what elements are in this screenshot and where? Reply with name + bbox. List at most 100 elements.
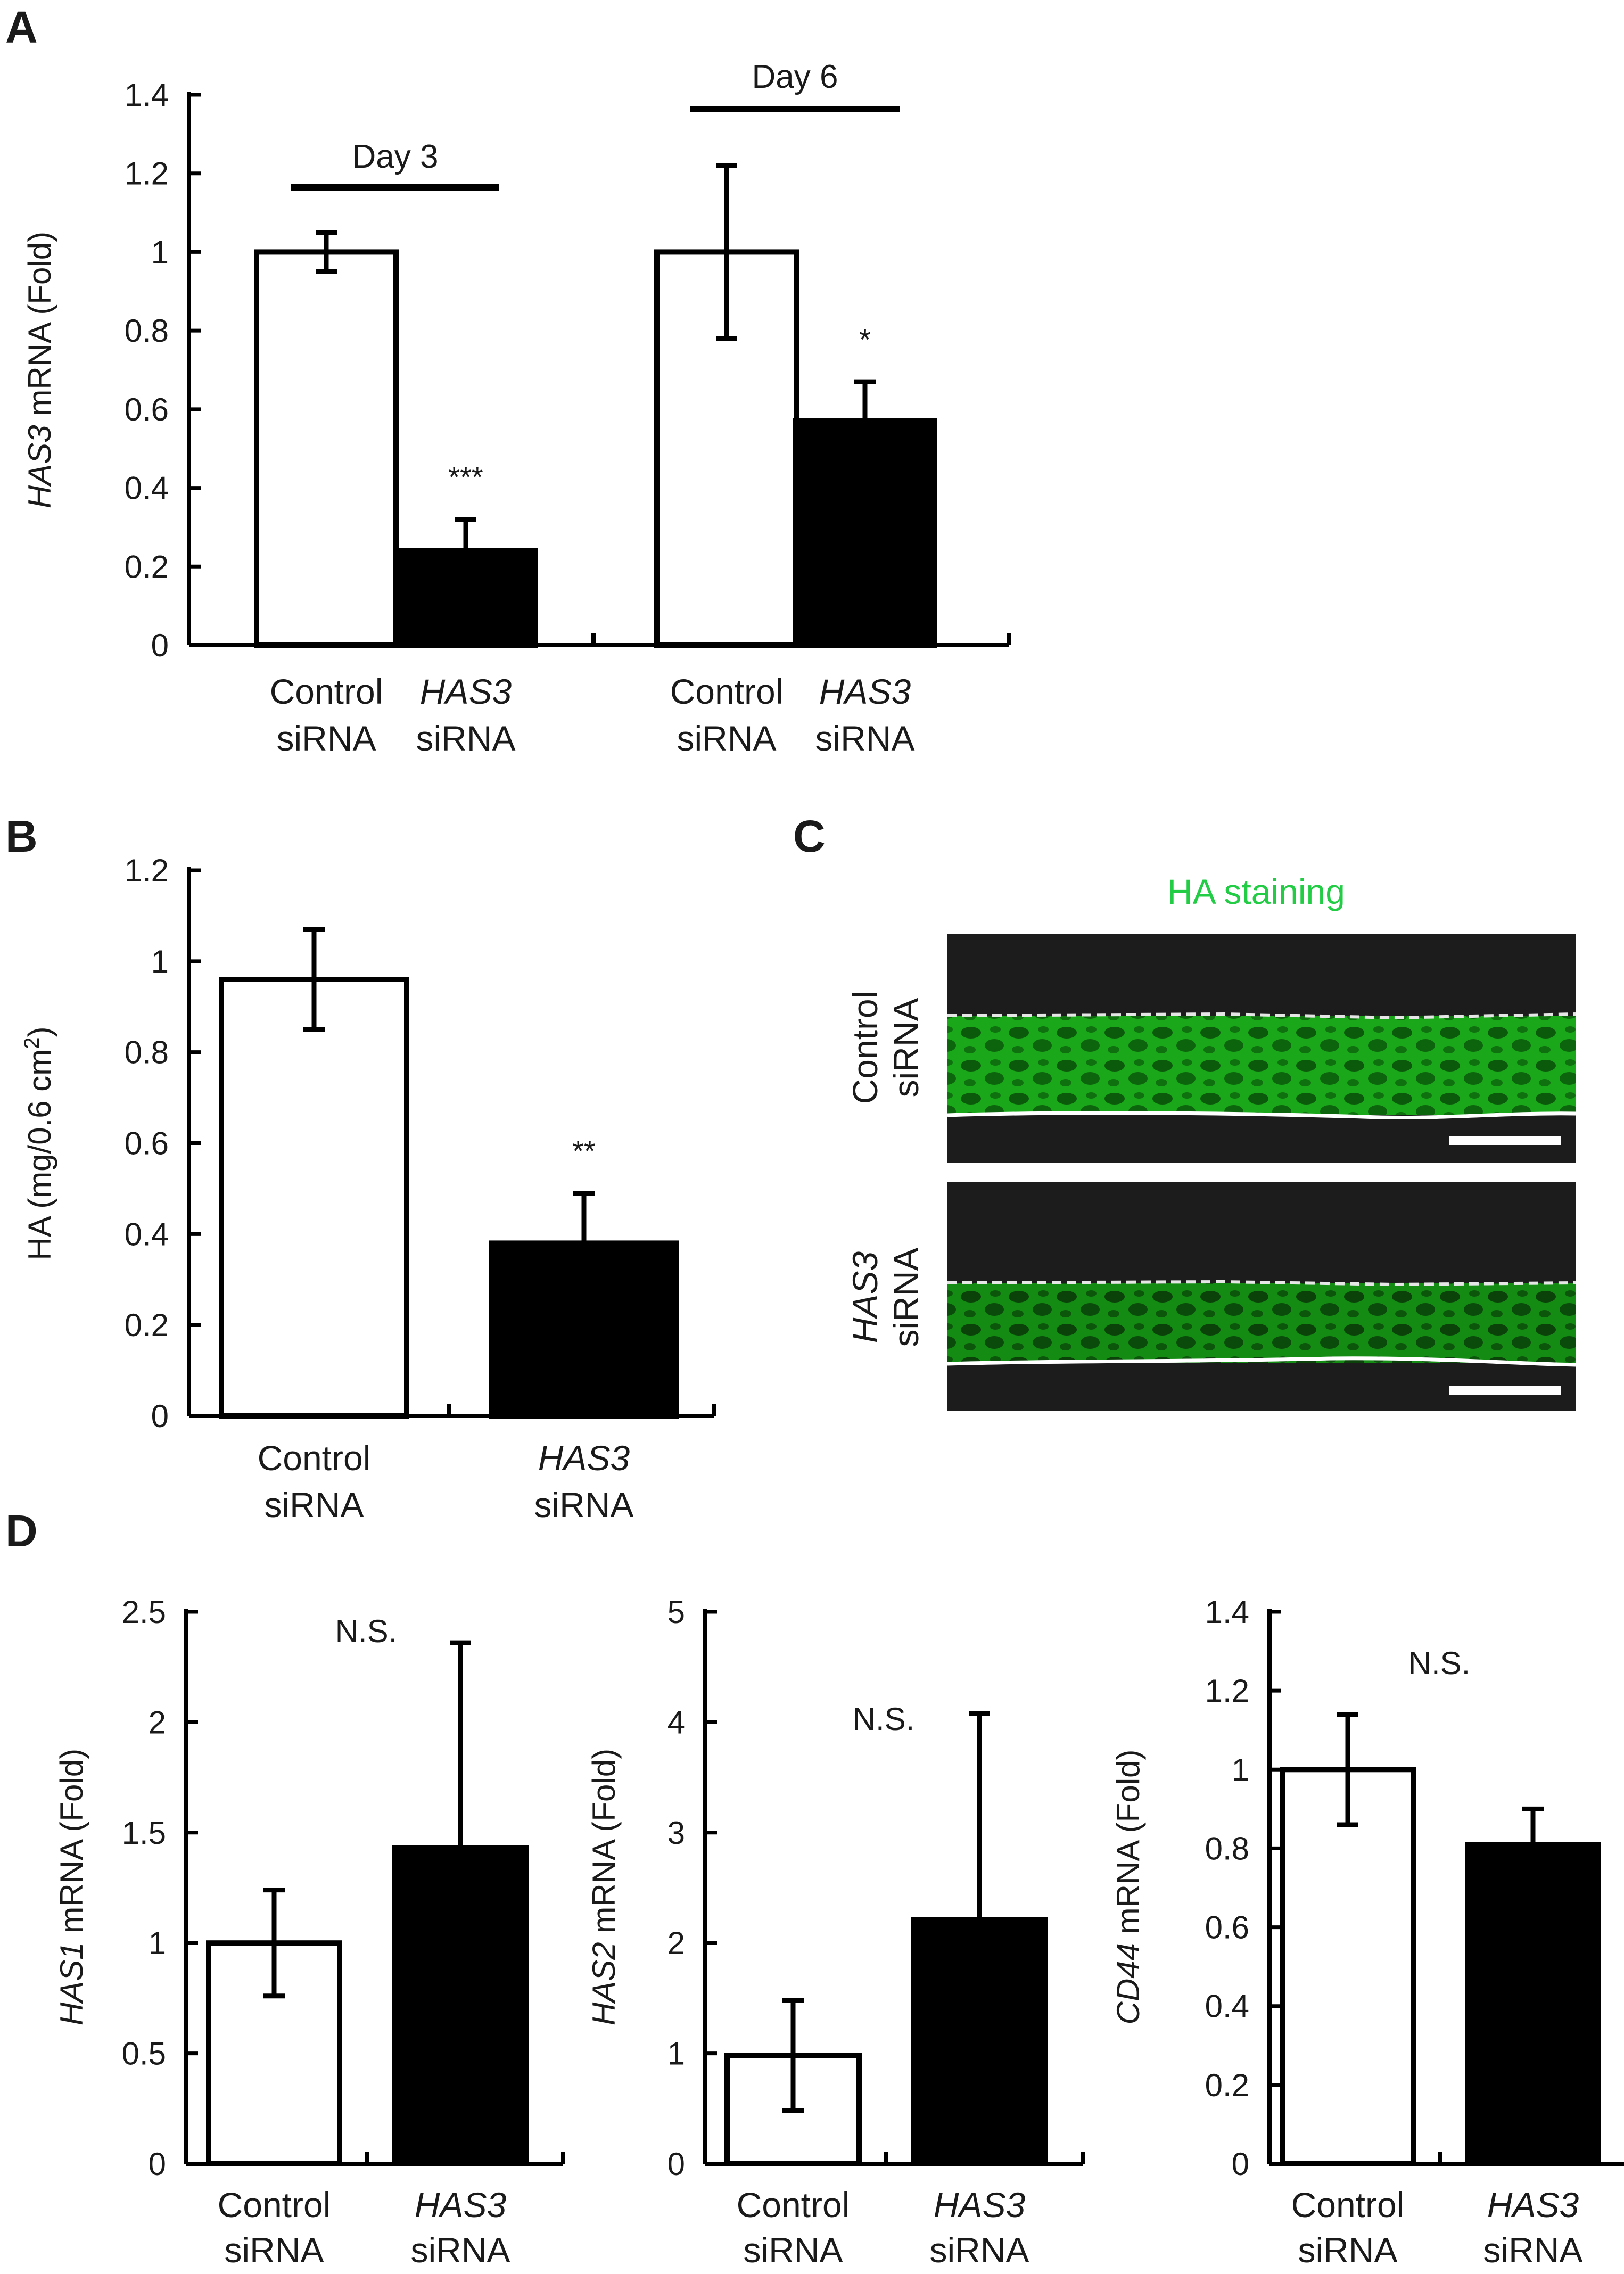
category-label: Control [1291,2185,1405,2224]
category-label: Control [670,672,784,711]
bar-control [254,249,399,648]
row-label-control-sirna: siRNA [886,998,926,1097]
significance-note: N.S. [1408,1645,1471,1681]
bar-has3 [1465,1842,1601,2167]
y-tick-label: 0 [151,628,169,663]
chart-ha-content: 0 0.2 0.4 0.6 0.8 1 1.2 HA (mg/0.6 cm2) Control s… [20,853,716,1525]
epidermis-layer [947,1283,1576,1363]
bar-has3 [793,418,937,648]
y-axis-title: HAS1 mRNA (Fold) [54,1749,89,2025]
row-label-has3-sirna: siRNA [886,1247,926,1347]
category-label: siRNA [264,1485,364,1525]
y-tick-label: 4 [667,1704,685,1740]
surface-line-dashed [947,1012,1576,1020]
y-tick-label: 1 [151,234,169,270]
category-label: HAS3 [934,2185,1026,2224]
surface-line-dashed [947,1280,1576,1287]
y-tick-label: 1.2 [125,853,169,888]
y-tick-label: 0.6 [125,1126,169,1161]
category-label: Control [270,672,383,711]
y-tick-label: 1 [667,2036,685,2072]
y-tick-label: 2.5 [122,1594,166,1630]
category-label: HAS3 [1487,2185,1579,2224]
category-label: siRNA [929,2230,1029,2270]
group-label: Day 3 [352,138,439,175]
y-tick-label: 2 [667,1925,685,1961]
y-tick-label: 1 [149,1925,166,1961]
y-tick-label: 0.8 [125,1035,169,1070]
y-tick-label: 0.2 [125,549,169,584]
category-label: HAS3 [538,1438,630,1478]
staining-panel: HA staining Cont [845,872,1576,1411]
y-tick-label: 0.2 [125,1307,169,1343]
y-tick-label: 0.2 [1205,2067,1249,2103]
significance-marker: *** [448,460,483,494]
panel-letter-b: B [5,811,38,861]
y-tick-label: 0.8 [1205,1831,1249,1866]
bar-has3 [392,1845,529,2166]
panel-letter-c: C [793,811,826,861]
staining-image-has3 [947,1182,1576,1411]
significance-marker: * [859,323,871,356]
y-tick-label: 1.2 [125,156,169,192]
y-tick-label: 5 [667,1594,685,1630]
bar-control [219,977,409,1419]
staining-image-control [947,934,1576,1163]
y-tick-label: 0 [149,2146,166,2182]
y-tick-label: 1.5 [122,1815,166,1851]
significance-note: N.S. [853,1701,915,1737]
row-label-control: Control [845,991,885,1105]
category-label: HAS3 [420,672,512,711]
significance-note: N.S. [335,1613,398,1649]
panel-letter-a: A [5,2,38,52]
bar-has3 [489,1240,679,1419]
y-tick-label: 1.2 [1205,1673,1249,1709]
row-label-has3: HAS3 [845,1251,885,1344]
category-label: siRNA [1483,2230,1582,2270]
chart-cd44-mrna: 0 0.2 0.4 0.6 0.8 1 1.2 1.4 CD44 mRNA (Fold) Cont… [1110,1594,1624,2270]
group-label: Day 6 [752,59,838,95]
category-label: HAS3 [819,672,911,711]
bar-has3 [393,548,538,648]
category-label: siRNA [815,719,914,758]
category-label: siRNA [677,719,776,758]
y-axis-title: HAS3 mRNA (Fold) [22,232,57,508]
category-label: siRNA [276,719,376,758]
y-tick-label: 2 [149,1704,166,1740]
y-tick-label: 0 [667,2146,685,2182]
y-tick-label: 1.4 [1205,1594,1249,1630]
category-label: siRNA [1298,2230,1397,2270]
y-tick-label: 0.6 [125,392,169,427]
significance-marker: ** [572,1134,596,1167]
epidermis-layer [947,1016,1576,1115]
category-label: siRNA [224,2230,324,2270]
y-tick-label: 1.4 [125,77,169,113]
staining-title: HA staining [1167,872,1345,911]
category-label: Control [258,1438,371,1478]
y-axis-title: HA (mg/0.6 cm2) [20,1026,57,1260]
chart-has3-mrna: 0 0.2 0.4 0.6 0.8 1 1.2 1.4 HAS3 mRNA (Fold) Cont… [22,59,1011,758]
category-label: siRNA [410,2230,510,2270]
y-axis-title: CD44 mRNA (Fold) [1110,1750,1146,2025]
category-label: Control [218,2185,331,2224]
y-tick-label: 0 [1232,2146,1249,2182]
panel-letter-d: D [5,1506,38,1556]
y-tick-label: 3 [667,1815,685,1851]
y-tick-label: 0.8 [125,313,169,349]
y-tick-label: 0 [151,1398,169,1434]
category-label: siRNA [743,2230,843,2270]
category-label: siRNA [534,1485,633,1525]
y-tick-label: 0.4 [125,471,169,506]
category-label: Control [737,2185,850,2224]
y-tick-label: 0.4 [1205,1989,1249,2024]
y-tick-label: 1 [1232,1752,1249,1787]
basement-membrane-line [947,1356,1576,1367]
basement-membrane-line [947,1111,1576,1120]
bar-has3 [911,1917,1048,2166]
y-tick-label: 0.5 [122,2036,166,2072]
y-tick-label: 0.6 [1205,1910,1249,1946]
category-label: HAS3 [415,2185,507,2224]
y-axis-title: HAS2 mRNA (Fold) [586,1749,622,2025]
scale-bar [1449,1136,1561,1145]
